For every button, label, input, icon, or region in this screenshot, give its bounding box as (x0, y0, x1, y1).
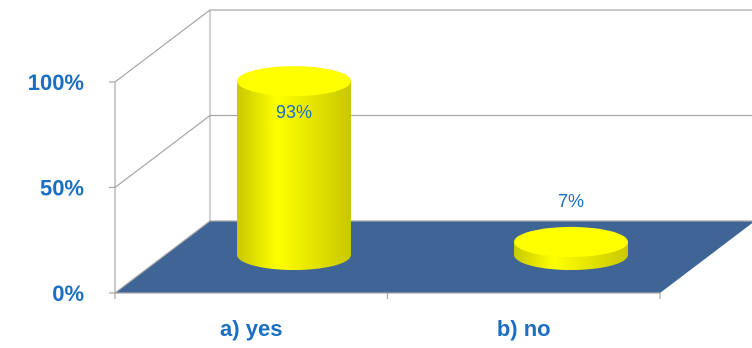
y-axis-tick-labels: 0% 50% 100% (28, 70, 84, 306)
gridline-0 (114, 220, 752, 294)
gridline-1 (114, 114, 752, 188)
bars: 93% 7% (237, 66, 628, 270)
bar-body (237, 81, 351, 270)
chart-floor (115, 221, 752, 293)
y-tick-label: 50% (40, 176, 84, 201)
y-tick-label: 100% (28, 70, 84, 95)
bar-top (514, 226, 628, 257)
gridline-2 (114, 9, 752, 83)
bar-b-no: 7% (514, 191, 628, 270)
gridlines (114, 9, 752, 294)
data-label: 7% (558, 191, 584, 211)
x-axis-category-labels: a) yes b) no (220, 316, 551, 341)
y-tick-label: 0% (52, 281, 84, 306)
floor-plane (115, 221, 752, 293)
x-category-label: a) yes (220, 316, 282, 341)
bar-a-yes: 93% (237, 66, 351, 270)
x-category-label: b) no (497, 316, 551, 341)
data-label: 93% (276, 102, 312, 122)
bar-top (237, 66, 351, 97)
axes (109, 81, 661, 299)
